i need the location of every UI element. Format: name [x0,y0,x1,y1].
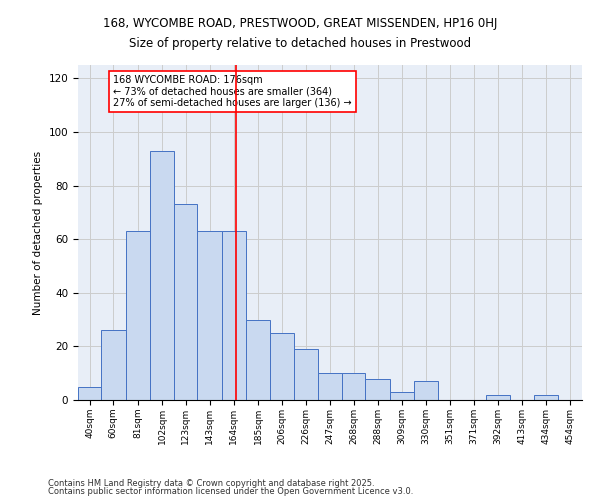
Text: 168 WYCOMBE ROAD: 176sqm
← 73% of detached houses are smaller (364)
27% of semi-: 168 WYCOMBE ROAD: 176sqm ← 73% of detach… [113,75,352,108]
Bar [197,231,221,400]
Bar [271,333,293,400]
Bar [486,394,510,400]
Bar [221,231,246,400]
Bar [414,381,439,400]
Bar [174,204,197,400]
Bar [78,386,101,400]
Bar [293,349,318,400]
Bar [150,151,174,400]
Bar [318,373,342,400]
Y-axis label: Number of detached properties: Number of detached properties [33,150,43,314]
Text: Contains public sector information licensed under the Open Government Licence v3: Contains public sector information licen… [48,487,413,496]
Bar [535,394,557,400]
Text: Size of property relative to detached houses in Prestwood: Size of property relative to detached ho… [129,38,471,51]
Bar [246,320,271,400]
Bar [342,373,365,400]
Bar [365,378,389,400]
Text: Contains HM Land Registry data © Crown copyright and database right 2025.: Contains HM Land Registry data © Crown c… [48,478,374,488]
Bar [125,231,150,400]
Text: 168, WYCOMBE ROAD, PRESTWOOD, GREAT MISSENDEN, HP16 0HJ: 168, WYCOMBE ROAD, PRESTWOOD, GREAT MISS… [103,18,497,30]
Bar [389,392,414,400]
Bar [101,330,125,400]
